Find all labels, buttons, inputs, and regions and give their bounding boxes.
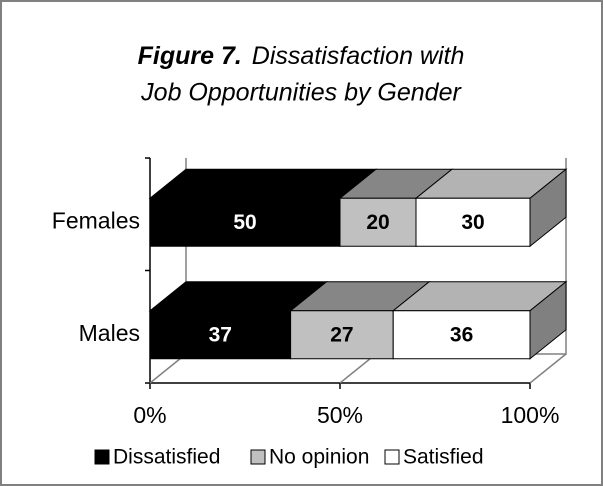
bar-segment: 50: [148, 168, 378, 247]
bar: [290, 310, 394, 360]
bar: [149, 197, 341, 247]
chart-title: Figure 7. Dissatisfaction with: [138, 42, 465, 70]
legend-swatch: [94, 449, 110, 465]
legend-label: Satisfied: [403, 446, 484, 469]
data-label: 20: [366, 211, 389, 234]
data-label: 36: [450, 323, 473, 346]
legend-swatch: [250, 449, 266, 465]
y-tick-label: Males: [79, 320, 140, 346]
bar-segment: 20: [338, 168, 454, 247]
bar-segment: 36: [391, 280, 568, 360]
bar-segment: 27: [289, 281, 431, 360]
title-line: Job Opportunities by Gender: [140, 79, 462, 107]
data-label: 30: [461, 211, 484, 234]
bar-segment: 30: [414, 168, 568, 248]
title-label: Figure 7.: [138, 42, 242, 70]
y-tick-label: Females: [52, 207, 140, 233]
x-tick-label: 100%: [501, 402, 560, 428]
bar: [392, 310, 531, 360]
bar: [415, 197, 531, 247]
legend-swatch: [384, 449, 400, 465]
x-tick-label: 0%: [133, 402, 166, 428]
legend-label: No opinion: [269, 446, 369, 469]
floor-line: [529, 353, 567, 384]
bar-top: [148, 168, 378, 199]
bar: [149, 310, 292, 360]
x-tick-label: 50%: [317, 402, 363, 428]
title-line: Dissatisfaction with: [252, 42, 465, 70]
bar: [339, 197, 417, 247]
legend-label: Dissatisfied: [113, 446, 220, 469]
bar-side: [529, 280, 567, 360]
bar-side: [529, 168, 567, 248]
data-label: 27: [330, 323, 353, 346]
data-label: 37: [209, 323, 232, 346]
data-label: 50: [233, 211, 256, 234]
